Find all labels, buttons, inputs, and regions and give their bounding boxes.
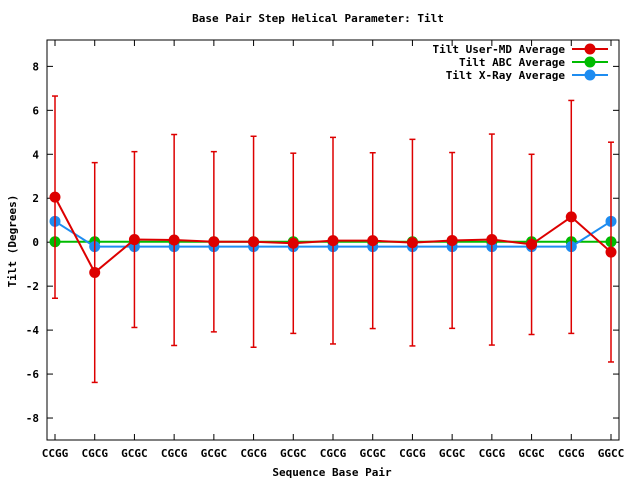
x-tick-label: CCGG xyxy=(42,447,69,460)
series-layer xyxy=(49,95,617,384)
data-point xyxy=(89,267,101,279)
data-point xyxy=(327,235,339,247)
y-tick-label: 8 xyxy=(32,60,39,73)
data-point xyxy=(446,234,458,246)
data-point xyxy=(406,237,418,249)
y-tick-label: -8 xyxy=(26,412,39,425)
data-point xyxy=(208,236,220,248)
data-point xyxy=(287,237,299,249)
y-tick-label: -4 xyxy=(26,324,40,337)
x-axis-label: Sequence Base Pair xyxy=(272,466,392,479)
data-point xyxy=(486,234,498,246)
legend-swatch-marker xyxy=(584,69,596,81)
legend-swatch-marker xyxy=(584,56,596,68)
chart-title: Base Pair Step Helical Parameter: Tilt xyxy=(192,12,444,25)
x-tick-label: CGCG xyxy=(320,447,347,460)
x-tick-label: GCGC xyxy=(121,447,148,460)
data-point xyxy=(526,238,538,250)
y-axis-ticks: -8 -6 -4 -2 0 2 4 6 8 xyxy=(26,60,619,425)
x-tick-label: CGCG xyxy=(240,447,267,460)
x-tick-label: GCGC xyxy=(439,447,466,460)
data-point xyxy=(128,234,140,246)
y-tick-label: 4 xyxy=(32,148,39,161)
x-tick-label: GCGC xyxy=(359,447,386,460)
x-tick-label: GGCC xyxy=(598,447,625,460)
x-tick-label: CGCG xyxy=(161,447,188,460)
y-tick-label: -2 xyxy=(26,280,39,293)
data-point xyxy=(367,235,379,247)
x-tick-label: CGCG xyxy=(81,447,108,460)
legend-swatch-marker xyxy=(584,43,596,55)
x-axis-ticks: CCGG CGCG GCGC CGCG GCGC CGCG GCGC CGCG GCGC CGCG… xyxy=(42,40,625,460)
x-tick-label: GCGC xyxy=(201,447,228,460)
data-point xyxy=(565,211,577,223)
series-0 xyxy=(49,95,617,384)
data-point xyxy=(248,236,260,248)
legend-label: Tilt ABC Average xyxy=(459,56,565,69)
x-tick-label: CGCG xyxy=(558,447,585,460)
legend-label: Tilt User-MD Average xyxy=(433,43,566,56)
y-tick-label: -6 xyxy=(26,368,40,381)
y-tick-label: 0 xyxy=(32,236,39,249)
x-tick-label: CGCG xyxy=(479,447,506,460)
legend-label: Tilt X-Ray Average xyxy=(446,69,566,82)
y-tick-label: 6 xyxy=(32,104,39,117)
x-tick-label: GCGC xyxy=(280,447,307,460)
x-tick-label: GCGC xyxy=(518,447,545,460)
data-point xyxy=(168,234,180,246)
y-tick-label: 2 xyxy=(32,192,39,205)
x-tick-label: CGCG xyxy=(399,447,426,460)
data-point xyxy=(605,246,617,258)
y-axis-label: Tilt (Degrees) xyxy=(6,195,19,288)
data-point xyxy=(49,191,61,203)
